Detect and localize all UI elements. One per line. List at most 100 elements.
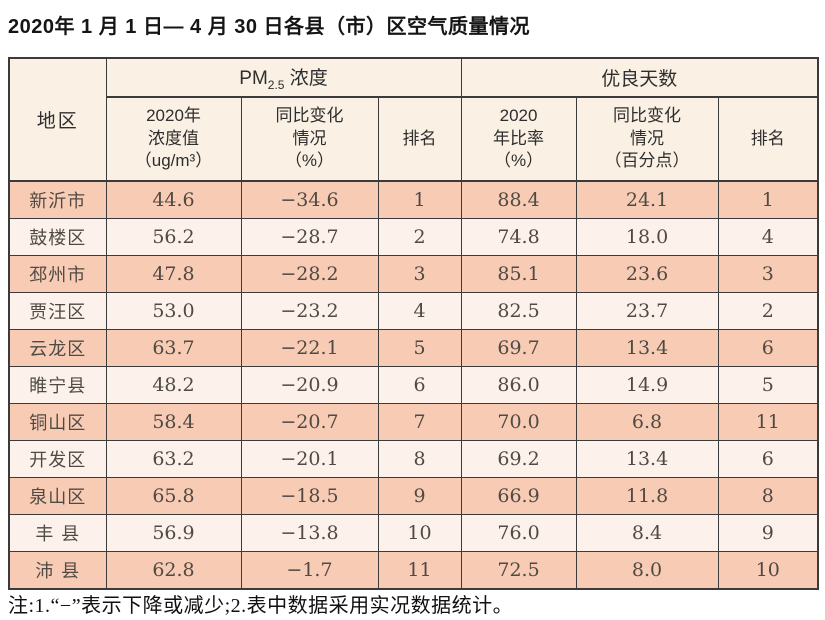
pm25-rank-cell: 10 (377, 514, 462, 552)
region-cell: 睢宁县 (8, 366, 107, 404)
good-rate-cell: 85.1 (460, 255, 577, 293)
good-change-cell: 14.9 (575, 366, 719, 404)
table-row: 铜山区 58.4 −20.7 7 70.0 6.8 11 (8, 403, 819, 441)
pm25-change-cell: −28.7 (240, 218, 379, 256)
pm25-change-cell: −28.2 (240, 255, 379, 293)
pm25-change-cell: −34.6 (240, 180, 379, 219)
pm25-rank-cell: 4 (377, 292, 462, 330)
region-cell: 鼓楼区 (8, 218, 107, 256)
pm25-rank-cell: 7 (377, 403, 462, 441)
pm25-value-cell: 65.8 (105, 477, 242, 515)
good-rank-cell: 8 (717, 477, 819, 515)
group-header-row: 地区 PM2.5 浓度 优良天数 (8, 57, 819, 182)
pm25-change-cell: −22.1 (240, 329, 379, 367)
air-quality-table-container: 地区 PM2.5 浓度 优良天数 2020年 浓度值 （ug/m³） 同比变化 … (8, 57, 820, 590)
good-change-cell: 8.4 (575, 514, 719, 552)
pm25-rank-cell: 9 (377, 477, 462, 515)
table-row: 沛 县 62.8 −1.7 11 72.5 8.0 10 (8, 551, 819, 590)
good-change-cell: 24.1 (575, 180, 719, 219)
region-cell: 邳州市 (8, 255, 107, 293)
good-change-cell: 18.0 (575, 218, 719, 256)
pm25-value-column-header: 2020年 浓度值 （ug/m³） (105, 96, 242, 182)
region-cell: 丰 县 (8, 514, 107, 552)
table-footnote: 注:1.“−”表示下降或减少;2.表中数据采用实况数据统计。 (8, 595, 514, 617)
table-row: 云龙区 63.7 −22.1 5 69.7 13.4 6 (8, 329, 819, 367)
table-row: 贾汪区 53.0 −23.2 4 82.5 23.7 2 (8, 292, 819, 330)
pm25-value-cell: 47.8 (105, 255, 242, 293)
pm25-rank-cell: 8 (377, 440, 462, 478)
sub-header-row: 2020年 浓度值 （ug/m³） 同比变化 情况 （%） 排名 2020 年比… (9, 96, 819, 182)
pm25-rank-cell: 2 (377, 218, 462, 256)
pm25-value-cell: 63.2 (105, 440, 242, 478)
good-rate-column-header: 2020 年比率 （%） (460, 96, 577, 182)
pm25-value-cell: 56.9 (105, 514, 242, 552)
pm25-value-cell: 44.6 (105, 180, 242, 219)
good-change-cell: 23.6 (575, 255, 719, 293)
good-rate-cell: 82.5 (460, 292, 577, 330)
pm25-rank-cell: 5 (377, 329, 462, 367)
good-rank-cell: 4 (717, 218, 819, 256)
pm25-change-column-header: 同比变化 情况 （%） (240, 96, 379, 182)
pm25-value-cell: 53.0 (105, 292, 242, 330)
good-rate-cell: 88.4 (460, 180, 577, 219)
good-rank-cell: 6 (717, 440, 819, 478)
good-change-cell: 6.8 (575, 403, 719, 441)
pm25-change-cell: −1.7 (240, 551, 379, 590)
good-days-group-header: 优良天数 (460, 57, 819, 98)
good-rate-cell: 70.0 (460, 403, 577, 441)
good-change-cell: 8.0 (575, 551, 719, 590)
pm25-rank-cell: 1 (377, 180, 462, 219)
table-body: 新沂市 44.6 −34.6 1 88.4 24.1 1 鼓楼区 56.2 −28.7 2 74.8 1… (8, 180, 819, 590)
good-rank-cell: 11 (717, 403, 819, 441)
good-rank-cell: 3 (717, 255, 819, 293)
pm25-value-cell: 58.4 (105, 403, 242, 441)
good-rank-cell: 1 (717, 180, 819, 219)
good-rate-cell: 66.9 (460, 477, 577, 515)
good-rank-cell: 2 (717, 292, 819, 330)
pm25-label-subscript: 2.5 (267, 77, 285, 92)
pm25-change-cell: −20.1 (240, 440, 379, 478)
pm25-label-prefix: PM (239, 68, 268, 90)
pm25-rank-cell: 6 (377, 366, 462, 404)
pm25-rank-column-header: 排名 (377, 96, 462, 182)
table-row: 丰 县 56.9 −13.8 10 76.0 8.4 9 (8, 514, 819, 552)
pm25-change-cell: −18.5 (240, 477, 379, 515)
good-rank-column-header: 排名 (717, 96, 819, 182)
pm25-label-suffix: 浓度 (284, 68, 328, 90)
good-rate-cell: 69.2 (460, 440, 577, 478)
pm25-rank-cell: 3 (377, 255, 462, 293)
pm25-value-cell: 48.2 (105, 366, 242, 404)
good-rank-cell: 10 (717, 551, 819, 590)
region-cell: 贾汪区 (8, 292, 107, 330)
pm25-rank-cell: 11 (377, 551, 462, 590)
good-change-column-header: 同比变化 情况 （百分点） (575, 96, 719, 182)
good-rate-cell: 72.5 (460, 551, 577, 590)
table-row: 睢宁县 48.2 −20.9 6 86.0 14.9 5 (8, 366, 819, 404)
pm25-group-header: PM2.5 浓度 (105, 57, 462, 98)
good-rank-cell: 9 (717, 514, 819, 552)
good-change-cell: 11.8 (575, 477, 719, 515)
pm25-change-cell: −13.8 (240, 514, 379, 552)
region-cell: 铜山区 (8, 403, 107, 441)
good-change-cell: 13.4 (575, 440, 719, 478)
region-cell: 沛 县 (8, 551, 107, 590)
good-rate-cell: 76.0 (460, 514, 577, 552)
table-header: 地区 PM2.5 浓度 优良天数 2020年 浓度值 （ug/m³） 同比变化 … (8, 57, 819, 182)
pm25-change-cell: −20.7 (240, 403, 379, 441)
good-rank-cell: 6 (717, 329, 819, 367)
good-rate-cell: 86.0 (460, 366, 577, 404)
pm25-change-cell: −23.2 (240, 292, 379, 330)
good-rate-cell: 69.7 (460, 329, 577, 367)
good-rate-cell: 74.8 (460, 218, 577, 256)
table-row: 邳州市 47.8 −28.2 3 85.1 23.6 3 (8, 255, 819, 293)
table-row: 泉山区 65.8 −18.5 9 66.9 11.8 8 (8, 477, 819, 515)
good-change-cell: 13.4 (575, 329, 719, 367)
pm25-change-cell: −20.9 (240, 366, 379, 404)
table-row: 开发区 63.2 −20.1 8 69.2 13.4 6 (8, 440, 819, 478)
table-row: 新沂市 44.6 −34.6 1 88.4 24.1 1 (8, 180, 819, 219)
good-change-cell: 23.7 (575, 292, 719, 330)
pm25-value-cell: 56.2 (105, 218, 242, 256)
region-column-header: 地区 (8, 57, 107, 182)
region-cell: 新沂市 (8, 180, 107, 219)
